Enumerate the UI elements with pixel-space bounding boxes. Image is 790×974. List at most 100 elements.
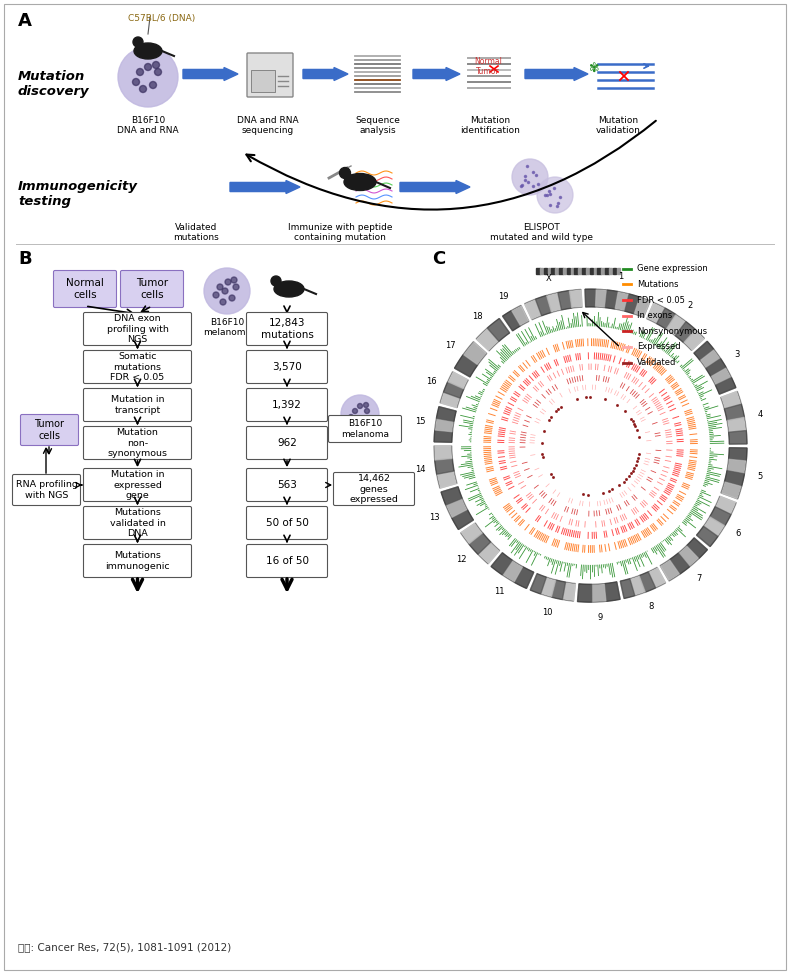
Polygon shape [660,560,679,581]
Circle shape [152,61,160,68]
Bar [551,268,555,274]
FancyBboxPatch shape [251,70,275,92]
Polygon shape [448,372,468,389]
Text: B16F10
melanoma: B16F10 melanoma [203,318,251,337]
Text: 19: 19 [498,292,509,302]
Polygon shape [656,308,675,329]
Text: Mutation
validation: Mutation validation [596,116,641,135]
Polygon shape [476,318,510,351]
Polygon shape [452,509,473,530]
Circle shape [352,408,358,414]
Bar [578,268,581,274]
Text: 12: 12 [457,555,467,564]
Ellipse shape [344,173,376,191]
Polygon shape [724,470,744,486]
Circle shape [213,292,219,298]
Text: 8: 8 [648,602,653,612]
Polygon shape [440,393,460,407]
Text: 17: 17 [446,341,456,350]
Polygon shape [705,358,726,377]
Circle shape [233,284,239,290]
Polygon shape [577,583,592,602]
Polygon shape [530,574,575,601]
Text: 16: 16 [426,377,436,386]
Polygon shape [700,350,720,368]
Circle shape [145,63,152,70]
Polygon shape [647,303,665,323]
Circle shape [355,421,359,426]
Text: Expressed: Expressed [637,343,680,352]
Circle shape [364,408,370,414]
Polygon shape [551,580,566,600]
Bar [570,268,574,274]
Polygon shape [709,506,731,526]
Polygon shape [669,553,690,575]
Ellipse shape [274,281,304,297]
Circle shape [133,37,143,47]
Polygon shape [502,306,529,331]
Circle shape [348,415,353,420]
Polygon shape [727,459,747,473]
Bar [593,268,597,274]
FancyBboxPatch shape [84,351,191,384]
Text: X: X [545,275,551,283]
FancyBboxPatch shape [246,313,328,346]
Polygon shape [441,487,462,505]
Text: Validated: Validated [637,358,676,367]
Circle shape [137,68,144,76]
Text: Somatic
mutations
FDR < 0.05: Somatic mutations FDR < 0.05 [111,352,164,382]
Text: Immunize with peptide
containing mutation: Immunize with peptide containing mutatio… [288,223,393,243]
Text: 14: 14 [415,465,425,474]
Circle shape [341,395,379,433]
Polygon shape [547,292,562,313]
Circle shape [537,177,573,213]
Circle shape [358,403,363,408]
Text: DNA and RNA
sequencing: DNA and RNA sequencing [237,116,299,135]
Text: C: C [432,250,446,268]
Polygon shape [230,180,300,194]
Bar [559,268,562,274]
Circle shape [140,86,146,93]
Polygon shape [413,67,460,81]
Circle shape [362,418,367,423]
Text: 13: 13 [429,513,440,522]
Bar [544,268,547,274]
Polygon shape [514,567,534,588]
Bar [605,268,608,274]
Text: Tumor
cells: Tumor cells [35,419,65,441]
Polygon shape [647,303,705,351]
FancyBboxPatch shape [329,416,401,442]
Polygon shape [463,342,487,365]
Polygon shape [435,418,454,431]
Bar [563,268,566,274]
Polygon shape [630,576,645,596]
Circle shape [340,168,351,178]
Polygon shape [728,431,747,444]
Circle shape [155,68,161,76]
Text: 3,570: 3,570 [272,362,302,372]
Circle shape [222,288,228,294]
Circle shape [512,159,548,195]
Polygon shape [461,523,499,564]
FancyBboxPatch shape [13,474,81,506]
FancyBboxPatch shape [84,506,191,540]
Polygon shape [441,487,473,530]
Polygon shape [604,581,620,601]
Polygon shape [666,315,686,336]
Polygon shape [720,392,747,444]
Polygon shape [454,342,487,377]
Bar [582,268,585,274]
Bar [586,268,589,274]
FancyBboxPatch shape [84,389,191,422]
FancyBboxPatch shape [121,271,183,308]
Bar [547,268,551,274]
Circle shape [149,82,156,89]
Polygon shape [694,341,714,360]
Text: 7: 7 [697,575,702,583]
Polygon shape [434,446,453,460]
Polygon shape [592,583,606,602]
Polygon shape [502,311,521,331]
Text: 6: 6 [735,529,741,539]
Text: 4: 4 [757,410,762,419]
Text: Normal: Normal [474,57,502,66]
